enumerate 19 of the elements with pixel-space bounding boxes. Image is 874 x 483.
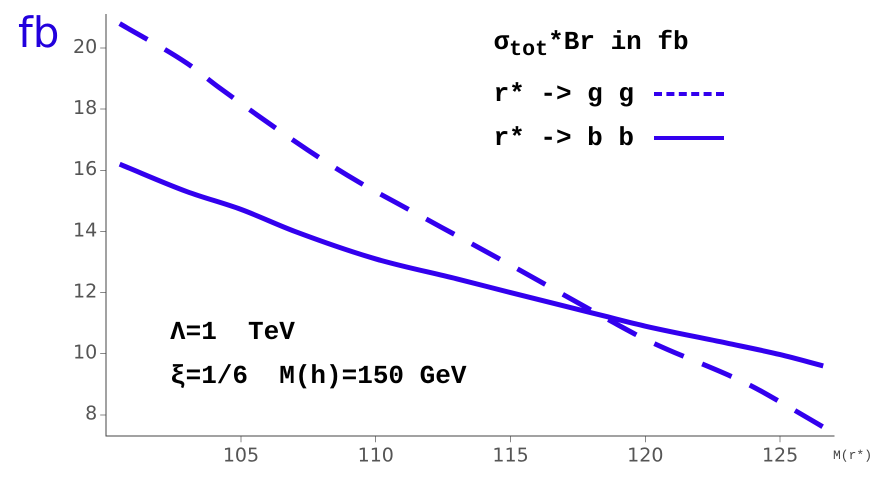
legend-title: σ$_{tot}$*Br in fb (494, 26, 690, 64)
y-tick-label: 14 (72, 219, 98, 242)
x-tick-label: 125 (762, 444, 798, 467)
annotation: Λ=1 TeV (170, 316, 296, 349)
y-tick-label: 8 (85, 402, 98, 425)
x-tick-label: 105 (222, 444, 260, 467)
y-axis-title: fb (18, 8, 60, 57)
y-tick-label: 18 (72, 97, 98, 120)
x-tick-label: 115 (492, 444, 529, 467)
y-tick-label: 16 (72, 158, 98, 180)
y-tick-label: 12 (72, 280, 98, 302)
x-axis-title: M(r*) (832, 448, 872, 463)
y-tick-label: 10 (72, 342, 98, 364)
y-tick-label: 20 (72, 36, 98, 58)
x-tick-label: 110 (358, 444, 394, 467)
annotation: ξ=1/6 M(h)=150 GeV (170, 360, 466, 393)
x-tick-label: 120 (627, 444, 664, 467)
legend-label: r* -> g g (494, 79, 634, 110)
legend-label: r* -> b b (494, 123, 634, 154)
